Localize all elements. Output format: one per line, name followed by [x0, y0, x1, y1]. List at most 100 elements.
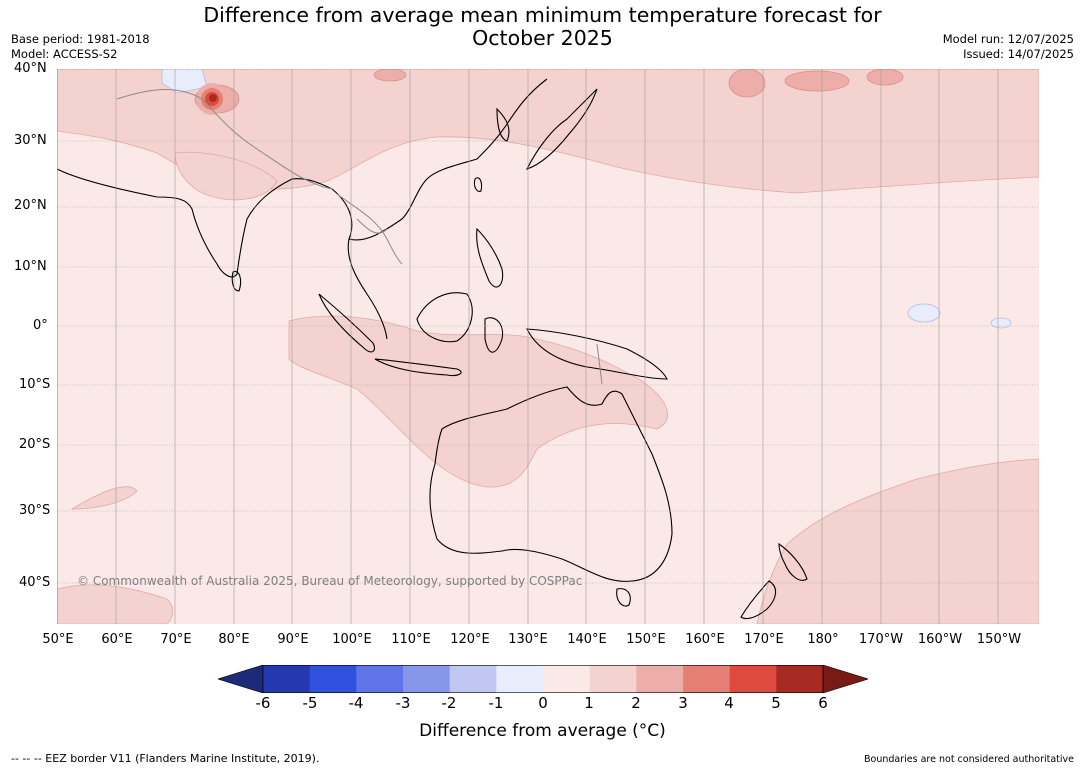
colorbar-tick: 1	[584, 694, 594, 712]
map-title: Difference from average mean minimum tem…	[0, 4, 1085, 50]
anomaly-zone-west	[70, 486, 138, 510]
borders-indochina	[336, 193, 403, 265]
coastline-sri-lanka	[231, 270, 242, 292]
coastline-new-guinea	[526, 328, 668, 380]
colorbar-tick: 3	[678, 694, 688, 712]
colorbar-segment	[589, 665, 637, 693]
model-run: Model run: 12/07/2025	[942, 32, 1074, 46]
map-svg	[57, 69, 1039, 624]
lon-label-160w: 160°W	[917, 632, 963, 647]
anomaly-zone-india	[174, 151, 278, 201]
coastline-new-zealand-north	[778, 542, 808, 581]
lon-label-50e: 50°E	[42, 632, 74, 647]
anomaly-cold-3	[161, 69, 208, 94]
issued-date: Issued: 14/07/2025	[963, 47, 1074, 61]
colorbar-tick: 2	[631, 694, 641, 712]
coastline-india	[57, 168, 333, 278]
anomaly-zone-maritime	[288, 315, 668, 488]
colorbar-segment	[683, 665, 731, 693]
lon-label-60e: 60°E	[101, 632, 133, 647]
lon-label-90e: 90°E	[277, 632, 309, 647]
borders-png	[596, 343, 603, 385]
colorbar-tick: -2	[441, 694, 457, 712]
anomaly-hot-3	[866, 69, 904, 86]
coastline-japan	[525, 88, 598, 170]
meta-right: Model run: 12/07/2025 Issued: 14/07/2025	[943, 32, 1074, 62]
colorbar-segment	[356, 665, 404, 693]
lat-label-30s: 30°S	[19, 503, 51, 518]
title-line-1: Difference from average mean minimum tem…	[203, 3, 882, 27]
colorbar-segment	[449, 665, 497, 693]
colorbar-segment	[729, 665, 777, 693]
coastline-java	[374, 358, 462, 377]
coastline-new-zealand-south	[740, 580, 777, 620]
lat-label-20n: 20°N	[14, 198, 47, 213]
colorbar-segment	[776, 665, 824, 693]
colorbar-tick: -3	[395, 694, 411, 712]
eez-border-note: -- -- -- EEZ border V11 (Flanders Marine…	[11, 752, 320, 765]
anomaly-hotspot	[196, 83, 228, 115]
coastline-taiwan	[473, 177, 483, 192]
anomaly-zone-south-pacific	[756, 458, 1039, 624]
lon-label-150w: 150°W	[976, 632, 1022, 647]
lon-label-150e: 150°E	[626, 632, 666, 647]
lat-label-30n: 30°N	[14, 133, 47, 148]
colorbar-segment	[496, 665, 544, 693]
colorbar-label: Difference from average (°C)	[419, 721, 666, 741]
lon-label-100e: 100°E	[332, 632, 372, 647]
lat-label-20s: 20°S	[19, 437, 51, 452]
lon-label-160e: 160°E	[685, 632, 725, 647]
colorbar-extend-high	[822, 665, 868, 693]
colorbar-segment	[403, 665, 451, 693]
title-line-2: October 2025	[472, 26, 613, 50]
lat-label-40n: 40°N	[14, 61, 47, 76]
colorbar-segment	[263, 665, 311, 693]
lon-label-70e: 70°E	[160, 632, 192, 647]
colorbar-tick: 5	[771, 694, 781, 712]
colorbar-tick: -4	[348, 694, 364, 712]
coastline-australia	[429, 386, 673, 582]
colorbar-frame	[262, 665, 824, 693]
coastline-indochina	[331, 78, 548, 340]
anomaly-zone-south-west	[57, 584, 174, 624]
colorbar-segment	[543, 665, 591, 693]
colorbar-tick: 6	[818, 694, 828, 712]
base-period: Base period: 1981-2018	[11, 32, 150, 46]
coastline-sulawesi	[484, 317, 504, 353]
colorbar	[218, 665, 868, 693]
lon-label-180: 180°	[807, 632, 839, 647]
colorbar-tick: -6	[255, 694, 271, 712]
lat-label-10n: 10°N	[14, 259, 47, 274]
colorbar-tick: -1	[488, 694, 504, 712]
lon-label-140e: 140°E	[567, 632, 607, 647]
lon-label-120e: 120°E	[450, 632, 490, 647]
lon-label-80e: 80°E	[218, 632, 250, 647]
anomaly-cold-1	[907, 303, 941, 323]
meta-left: Base period: 1981-2018 Model: ACCESS-S2	[11, 32, 150, 62]
lat-label-40s: 40°S	[19, 575, 51, 590]
colorbar-tick: -5	[302, 694, 318, 712]
coastline-borneo	[416, 292, 473, 343]
lon-label-170e: 170°E	[744, 632, 784, 647]
colorbar-segment	[636, 665, 684, 693]
anomaly-hot-2	[784, 70, 850, 92]
lon-label-170w: 170°W	[858, 632, 904, 647]
coastline-sumatra	[318, 293, 375, 353]
coastline-tasmania	[616, 588, 631, 607]
lon-label-130e: 130°E	[508, 632, 548, 647]
boundaries-disclaimer: Boundaries are not considered authoritat…	[864, 754, 1074, 765]
coastline-philippines	[476, 227, 504, 288]
colorbar-extend-low	[218, 665, 264, 693]
colorbar-tick: 4	[724, 694, 734, 712]
colorbar-segment	[309, 665, 357, 693]
model-name: Model: ACCESS-S2	[11, 47, 118, 61]
copyright-notice: © Commonwealth of Australia 2025, Bureau…	[77, 574, 583, 588]
lon-label-110e: 110°E	[391, 632, 431, 647]
colorbar-tick: 0	[538, 694, 548, 712]
anomaly-cold-2	[990, 317, 1012, 329]
anomaly-hot-1	[728, 69, 766, 98]
lat-label-10s: 10°S	[19, 377, 51, 392]
borders-south-asia	[116, 89, 333, 190]
map-panel	[57, 69, 1039, 624]
lat-label-0: 0°	[33, 318, 48, 333]
